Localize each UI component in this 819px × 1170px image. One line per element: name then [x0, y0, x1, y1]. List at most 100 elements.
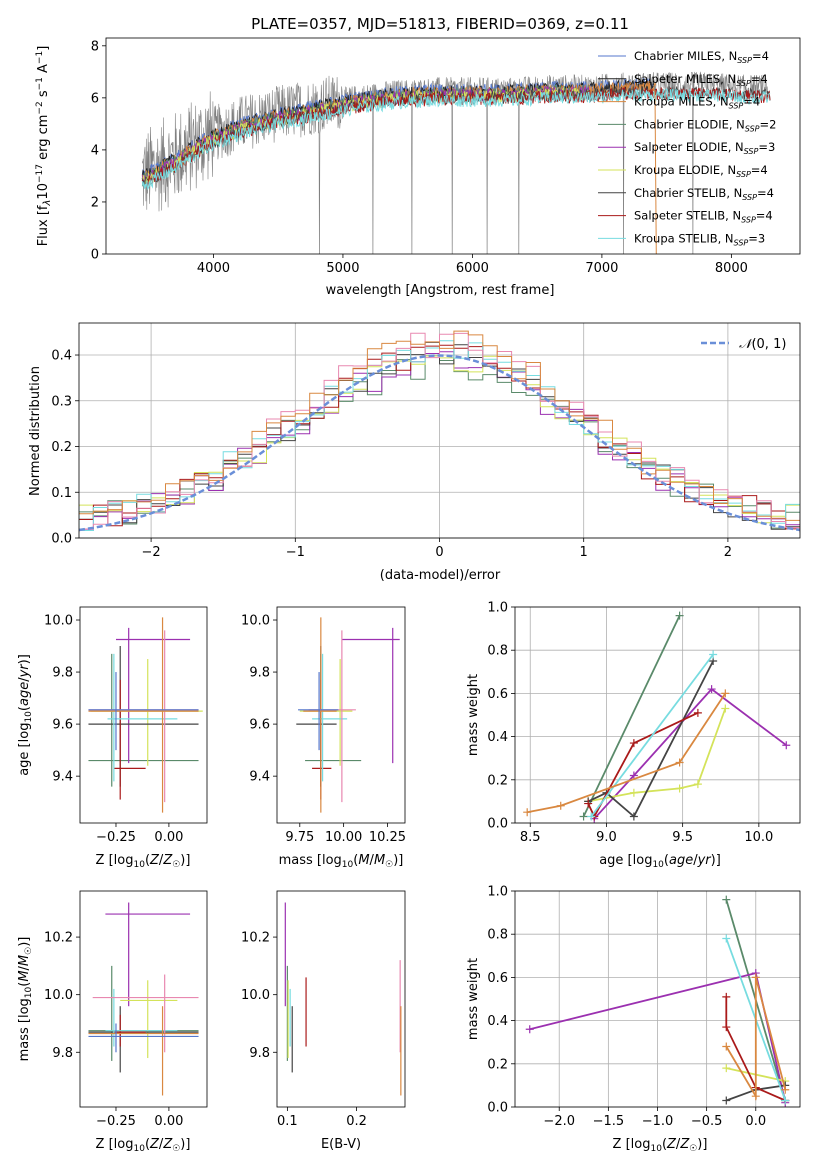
z-weight-series-line [725, 996, 786, 1102]
age-weight-y-tick-label: 0.2 [487, 773, 508, 788]
spectrum-axes: 4000 5000 6000 7000 8000 0 2 4 6 8 [91, 39, 748, 276]
age-weight-point-marker [721, 689, 730, 698]
z-mass-y-tick-label: 10.2 [44, 931, 73, 946]
ebv-mass-y-tick-label: 9.8 [249, 1046, 270, 1061]
z-weight-point-marker [722, 1064, 731, 1073]
z-mass-x-tick-label: 0.00 [154, 1114, 183, 1129]
spectrum-x-tick-label: 5000 [326, 261, 359, 276]
residual-legend: 𝒩(0, 1) [701, 337, 786, 352]
age-weight-series-line [527, 692, 727, 814]
spectrum-data [141, 71, 771, 254]
spectrum-title: PLATE=0357, MJD=51813, FIBERID=0369, z=0… [251, 15, 629, 33]
z-age-panel: −0.25 0.00 9.4 9.6 9.8 10.0 Z [log10(Z/Z☉)] a… [17, 606, 208, 870]
spectrum-x-tick-label: 4000 [197, 261, 230, 276]
spectrum-x-tick-label: 8000 [715, 261, 748, 276]
legend-label: Salpeter STELIB, NSSP=4 [634, 209, 773, 225]
spectrum-y-tick-label: 8 [91, 39, 99, 54]
residual-y-tick-label: 0.4 [51, 349, 72, 364]
spectrum-y-tick-label: 6 [91, 91, 99, 106]
z-weight-y-tick-label: 0.8 [487, 928, 508, 943]
mass-age-x-label: mass [log10(M/M☉)] [279, 853, 404, 870]
residual-x-label: (data-model)/error [380, 568, 501, 583]
residual-data [79, 330, 800, 533]
age-weight-series-line [582, 615, 681, 817]
residual-x-tick-label: 1 [580, 545, 588, 560]
z-weight-point-marker [722, 992, 731, 1001]
z-age-x-tick-label: 0.00 [154, 830, 183, 845]
z-age-frame [79, 606, 208, 824]
mass-age-x-tick-label: 9.75 [285, 830, 314, 845]
z-mass-data [88, 902, 199, 1096]
z-weight-point-marker [722, 934, 731, 943]
z-weight-x-tick-label: 0.0 [745, 1114, 766, 1129]
ebv-mass-x-label: E(B-V) [321, 1137, 361, 1152]
mass-age-x-tick-label: 10.00 [325, 830, 362, 845]
age-weight-point-marker [629, 739, 638, 748]
z-mass-y-label: mass [log10(M/M☉)] [17, 937, 34, 1062]
z-weight-point-marker [722, 1042, 731, 1051]
age-weight-y-tick-label: 0.6 [487, 687, 508, 702]
mass-age-y-tick-label: 9.6 [249, 718, 270, 733]
spectrum-panel: PLATE=0357, MJD=51813, FIBERID=0369, z=0… [35, 15, 801, 298]
spectrum-legend: Chabrier MILES, NSSP=4 Salpeter MILES, NS… [598, 49, 776, 247]
spectrum-frame [105, 37, 801, 255]
age-weight-point-marker [707, 685, 716, 694]
z-weight-y-tick-label: 0.6 [487, 971, 508, 986]
age-weight-point-marker [782, 741, 791, 750]
ebv-mass-x-tick-label: 0.1 [277, 1114, 298, 1129]
residual-y-tick-label: 0.1 [51, 486, 72, 501]
ebv-mass-data [284, 902, 402, 1096]
age-weight-point-marker [523, 808, 532, 817]
mass-age-frame [276, 606, 406, 824]
residual-x-tick-label: 0 [435, 545, 443, 560]
age-weight-series-line [590, 653, 714, 818]
mass-age-axes: 9.75 10.00 10.25 9.4 9.6 9.8 10.0 [241, 614, 406, 845]
age-weight-series-line [593, 687, 787, 820]
model-spectrum-line [141, 88, 771, 191]
z-weight-x-tick-label: −0.5 [691, 1114, 723, 1129]
ebv-mass-axes: 0.1 0.2 9.8 10.0 10.2 [241, 931, 367, 1129]
age-weight-point-marker [587, 812, 596, 821]
legend-label: Salpeter ELODIE, NSSP=3 [634, 140, 775, 156]
age-weight-x-tick-label: 9.5 [672, 830, 693, 845]
spectrum-y-label: Flux [fλ10−17 erg cm−2 s−1 A−1] [35, 46, 53, 247]
z-weight-series-line [725, 977, 787, 1100]
z-weight-point-marker [722, 1023, 731, 1032]
z-weight-data [525, 895, 790, 1107]
ebv-mass-y-tick-label: 10.2 [241, 931, 270, 946]
ebv-mass-panel: 0.1 0.2 9.8 10.0 10.2 E(B-V) [241, 890, 406, 1152]
z-age-y-tick-label: 9.4 [52, 770, 73, 785]
age-weight-x-tick-label: 10.0 [744, 830, 773, 845]
spectrum-y-tick-label: 2 [91, 195, 99, 210]
age-weight-x-tick-label: 9.0 [596, 830, 617, 845]
residual-x-tick-label: 2 [724, 545, 732, 560]
age-weight-point-marker [629, 771, 638, 780]
z-weight-x-tick-label: −1.0 [642, 1114, 674, 1129]
age-weight-point-marker [693, 780, 702, 789]
age-weight-point-marker [556, 801, 565, 810]
spectrum-x-tick-label: 7000 [585, 261, 618, 276]
z-weight-y-tick-label: 0.0 [487, 1101, 508, 1116]
age-weight-axes: 8.5 9.0 9.5 10.0 0.0 0.2 0.4 0.6 0.8 1.0 [487, 601, 773, 846]
z-age-y-tick-label: 10.0 [44, 614, 73, 629]
legend-label: Kroupa STELIB, NSSP=3 [634, 231, 765, 247]
z-mass-y-tick-label: 10.0 [44, 988, 73, 1003]
z-weight-point-marker [525, 1025, 534, 1034]
z-weight-y-tick-label: 0.2 [487, 1057, 508, 1072]
residual-x-tick-label: −2 [142, 545, 161, 560]
age-weight-point-marker [709, 650, 718, 659]
z-age-y-label: age [log10(age/yr)] [17, 654, 34, 776]
z-mass-x-label: Z [log10(Z/Z☉)] [96, 1137, 191, 1154]
z-age-axes: −0.25 0.00 9.4 9.6 9.8 10.0 [44, 614, 183, 845]
age-weight-point-marker [629, 812, 638, 821]
age-weight-x-tick-label: 8.5 [520, 830, 541, 845]
residual-y-tick-label: 0.2 [51, 440, 72, 455]
z-age-x-tick-label: −0.25 [96, 830, 136, 845]
z-mass-y-tick-label: 9.8 [52, 1046, 73, 1061]
residual-y-tick-label: 0.3 [51, 394, 72, 409]
residual-y-tick-label: 0.0 [51, 532, 72, 547]
z-weight-y-tick-label: 0.4 [487, 1014, 508, 1029]
z-weight-point-marker [722, 895, 731, 904]
age-weight-frame [514, 606, 801, 824]
